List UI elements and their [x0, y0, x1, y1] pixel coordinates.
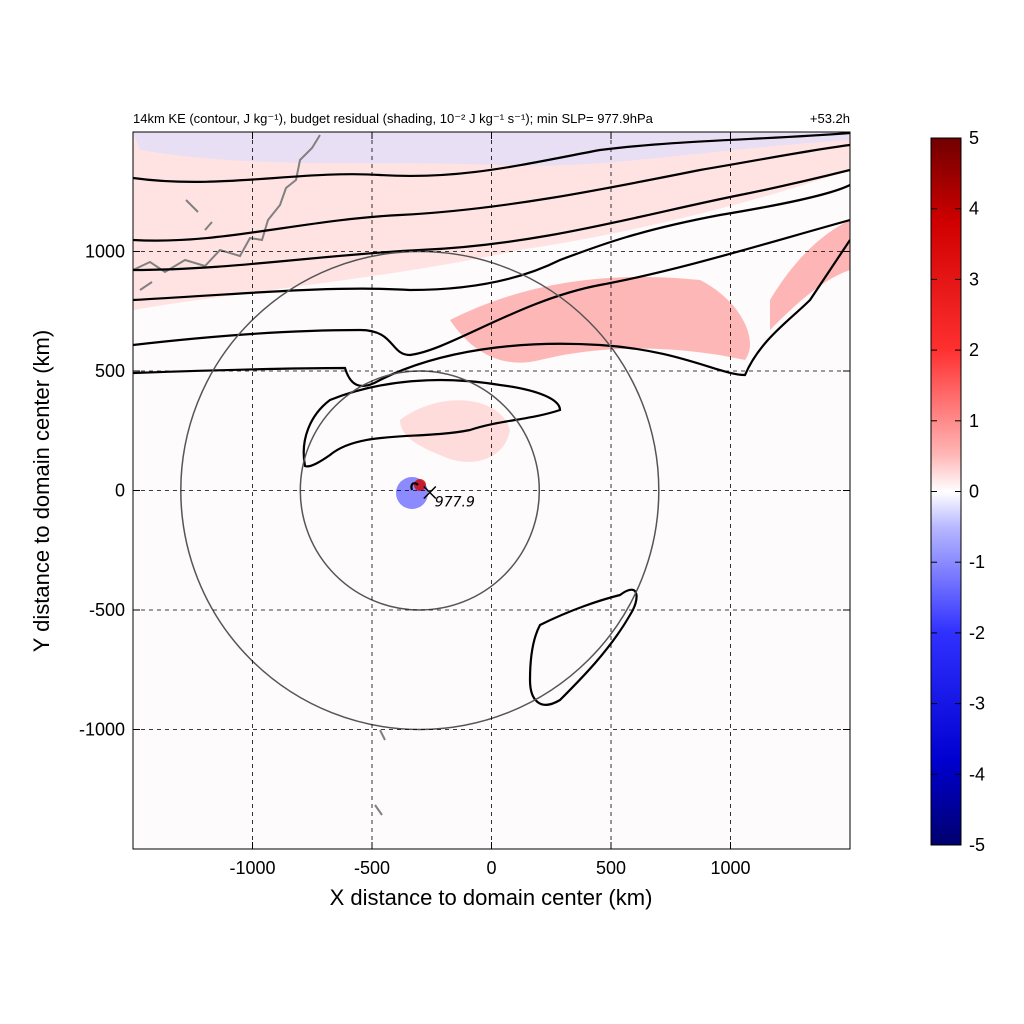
x-axis-title: X distance to domain center (km)	[330, 885, 653, 910]
storm-core-positive	[414, 479, 426, 491]
ke-contour-8	[528, 588, 638, 706]
chart-title: 14km KE (contour, J kg⁻¹), budget residu…	[133, 111, 654, 126]
colorbar-tick-label: -4	[969, 764, 985, 784]
center-shading	[400, 400, 510, 462]
x-tick-label: -500	[354, 858, 390, 878]
range-rings	[180, 250, 660, 731]
coastline-islands	[139, 199, 213, 291]
colorbar-tick-label: 1	[969, 411, 979, 431]
positive-shading-east	[770, 220, 850, 330]
positive-shading-core	[450, 276, 750, 363]
colorbar-tick-label: -1	[969, 552, 985, 572]
ke-contour-5	[133, 218, 850, 357]
y-tick-label: 1000	[85, 242, 125, 262]
y-axis: -1000 -500 0 500 1000	[79, 242, 850, 740]
colorbar-tick-label: 3	[969, 269, 979, 289]
ke-contour-4	[133, 184, 850, 302]
time-label: +53.2h	[810, 111, 850, 126]
y-tick-label: 500	[95, 361, 125, 381]
colorbar: 5 4 3 2 1 0 -1 -2 -3 -4 -5	[930, 128, 985, 855]
storm-marker-stroke	[423, 485, 437, 500]
colorbar-tick-label: -5	[969, 835, 985, 855]
y-axis-title: Y distance to domain center (km)	[29, 330, 54, 652]
range-ring-1000km	[180, 250, 660, 731]
y-tick-label: -500	[89, 600, 125, 620]
colorbar-tick-label: -2	[969, 623, 985, 643]
ke-contour-3	[133, 168, 850, 272]
ke-contour-7	[302, 378, 562, 468]
ke-contour-6	[133, 239, 850, 388]
ke-contours	[133, 132, 850, 706]
coastline-south	[374, 729, 386, 816]
x-tick-label: 1000	[710, 858, 750, 878]
y-tick-label: -1000	[79, 720, 125, 740]
colorbar-tick-label: 4	[969, 199, 979, 219]
ke-contour-9	[410, 482, 419, 491]
x-axis: -1000 -500 0 500 1000	[229, 132, 751, 878]
x-tick-label: -1000	[229, 858, 275, 878]
plot-area: 977.9	[132, 131, 851, 850]
x-tick-label: 0	[486, 858, 496, 878]
min-slp-annotation: 977.9	[435, 495, 475, 511]
colorbar-tick-label: 0	[969, 482, 979, 502]
coastline-north	[133, 134, 321, 274]
coastline	[133, 134, 386, 816]
y-tick-label: 0	[115, 481, 125, 501]
x-tick-label: 500	[596, 858, 626, 878]
storm-center-marker	[423, 485, 437, 500]
colorbar-tick-label: 5	[969, 128, 979, 148]
range-ring-500km	[299, 370, 541, 611]
colorbar-ticks: 5 4 3 2 1 0 -1 -2 -3 -4 -5	[931, 128, 985, 855]
colorbar-tick-label: 2	[969, 340, 979, 360]
colorbar-tick-label: -3	[969, 694, 985, 714]
ke-contour-1	[133, 132, 850, 183]
ke-contour-2	[133, 143, 850, 242]
